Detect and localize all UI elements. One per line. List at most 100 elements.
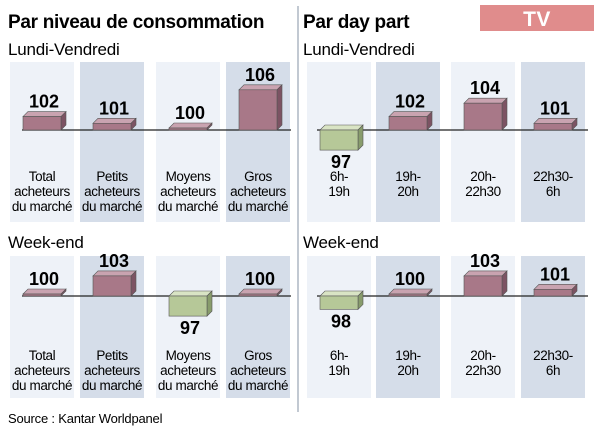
- bar: [463, 97, 508, 131]
- bar-top-face: [22, 111, 67, 117]
- category-label-line: Moyens: [166, 169, 212, 184]
- category-label-line: du marché: [158, 199, 218, 214]
- column-background: [80, 62, 144, 222]
- category-label-line: acheteurs: [84, 184, 140, 199]
- category-label-line: 22h30-: [533, 169, 573, 184]
- category-label-line: 19h: [328, 184, 349, 199]
- bar: [533, 117, 578, 131]
- bar-front-face: [168, 127, 208, 131]
- bar: [319, 290, 364, 311]
- category-label-line: acheteurs: [160, 363, 216, 378]
- bar-top-face: [388, 111, 433, 117]
- source-note: Source : Kantar Worldpanel: [8, 411, 163, 426]
- bar-top-face: [319, 290, 364, 297]
- column-background: [156, 62, 220, 222]
- bar-top-face: [238, 84, 283, 91]
- bar-front-face: [22, 116, 62, 131]
- column-background: [521, 62, 585, 222]
- value-label: 101: [99, 98, 129, 118]
- column-background: [451, 62, 515, 222]
- category-label-line: acheteurs: [14, 363, 70, 378]
- category-label-line: 22h30: [465, 184, 501, 199]
- category-label: 22h30-6h: [533, 169, 573, 199]
- category-label-line: du marché: [228, 378, 288, 393]
- category-label-line: Gros: [244, 169, 272, 184]
- bar: [92, 117, 137, 131]
- bar-front-face: [319, 129, 359, 151]
- category-label: 19h-20h: [395, 348, 420, 378]
- category-label-line: acheteurs: [230, 184, 286, 199]
- category-label-line: 6h: [546, 184, 560, 199]
- category-label: Total acheteurs du marché: [12, 348, 72, 393]
- bar-front-face: [168, 295, 208, 317]
- value-label: 97: [331, 152, 351, 172]
- value-label: 102: [29, 92, 59, 112]
- bar-front-face: [388, 293, 428, 297]
- value-label: 104: [470, 78, 500, 98]
- category-label-line: acheteurs: [160, 184, 216, 199]
- category-label: 20h-22h30: [465, 169, 501, 199]
- tv-badge-label: TV: [523, 8, 551, 31]
- value-label: 101: [540, 264, 570, 284]
- category-label-line: Total: [29, 348, 56, 363]
- bar: [388, 288, 433, 297]
- category-label-line: 20h-: [470, 169, 495, 184]
- category-label-line: 20h: [397, 363, 418, 378]
- bar-front-face: [388, 116, 428, 131]
- column-background: [307, 256, 371, 398]
- category-label-line: 19h-: [395, 348, 420, 363]
- bar-front-face: [463, 275, 503, 297]
- category-label: Moyens acheteurs du marché: [158, 169, 218, 214]
- bar-front-face: [22, 293, 62, 297]
- category-label-line: du marché: [228, 199, 288, 214]
- column-background: [376, 256, 440, 398]
- value-label: 103: [470, 251, 500, 271]
- value-label: 101: [540, 98, 570, 118]
- bar-front-face: [92, 275, 132, 297]
- panel-title: Par day part: [303, 12, 410, 33]
- bar: [22, 288, 67, 297]
- tv-badge: [480, 5, 594, 31]
- bar-top-face: [92, 270, 137, 277]
- category-label-line: du marché: [12, 199, 72, 214]
- category-label-line: 6h-: [330, 348, 348, 363]
- bar: [533, 283, 578, 297]
- bar-top-face: [388, 288, 433, 295]
- bar-top-face: [22, 288, 67, 295]
- value-label: 98: [331, 311, 351, 331]
- bar-top-face: [92, 118, 137, 124]
- bar-top-face: [168, 290, 213, 297]
- column-background: [10, 256, 74, 398]
- value-label: 106: [245, 65, 275, 85]
- bar: [238, 288, 283, 297]
- category-label-line: Petits: [96, 169, 128, 184]
- section-label: Week-end: [303, 233, 379, 252]
- category-label-line: 20h-: [470, 348, 495, 363]
- category-label: Moyens acheteurs du marché: [158, 348, 218, 393]
- bar: [168, 122, 213, 131]
- value-label: 102: [395, 92, 425, 112]
- bar: [22, 110, 67, 131]
- category-label-line: acheteurs: [14, 184, 70, 199]
- category-label-line: du marché: [158, 378, 218, 393]
- category-label-line: du marché: [82, 378, 142, 393]
- bar-top-face: [463, 270, 508, 277]
- value-label: 103: [99, 251, 129, 271]
- section-label: Lundi-Vendredi: [8, 40, 120, 59]
- bar-top-face: [533, 283, 578, 290]
- bar-front-face: [533, 288, 573, 297]
- column-background: [10, 62, 74, 222]
- value-label: 100: [395, 269, 425, 289]
- category-label: Gros acheteurs du marché: [228, 169, 288, 214]
- column-background: [521, 256, 585, 398]
- value-label: 100: [175, 103, 205, 123]
- column-background: [156, 256, 220, 398]
- category-label: 22h30-6h: [533, 348, 573, 378]
- bar-front-face: [319, 295, 359, 310]
- category-label: 19h-20h: [395, 169, 420, 199]
- bar-front-face: [463, 102, 503, 131]
- bar-front-face: [238, 293, 278, 297]
- category-label-line: 19h-: [395, 169, 420, 184]
- bar: [238, 84, 283, 131]
